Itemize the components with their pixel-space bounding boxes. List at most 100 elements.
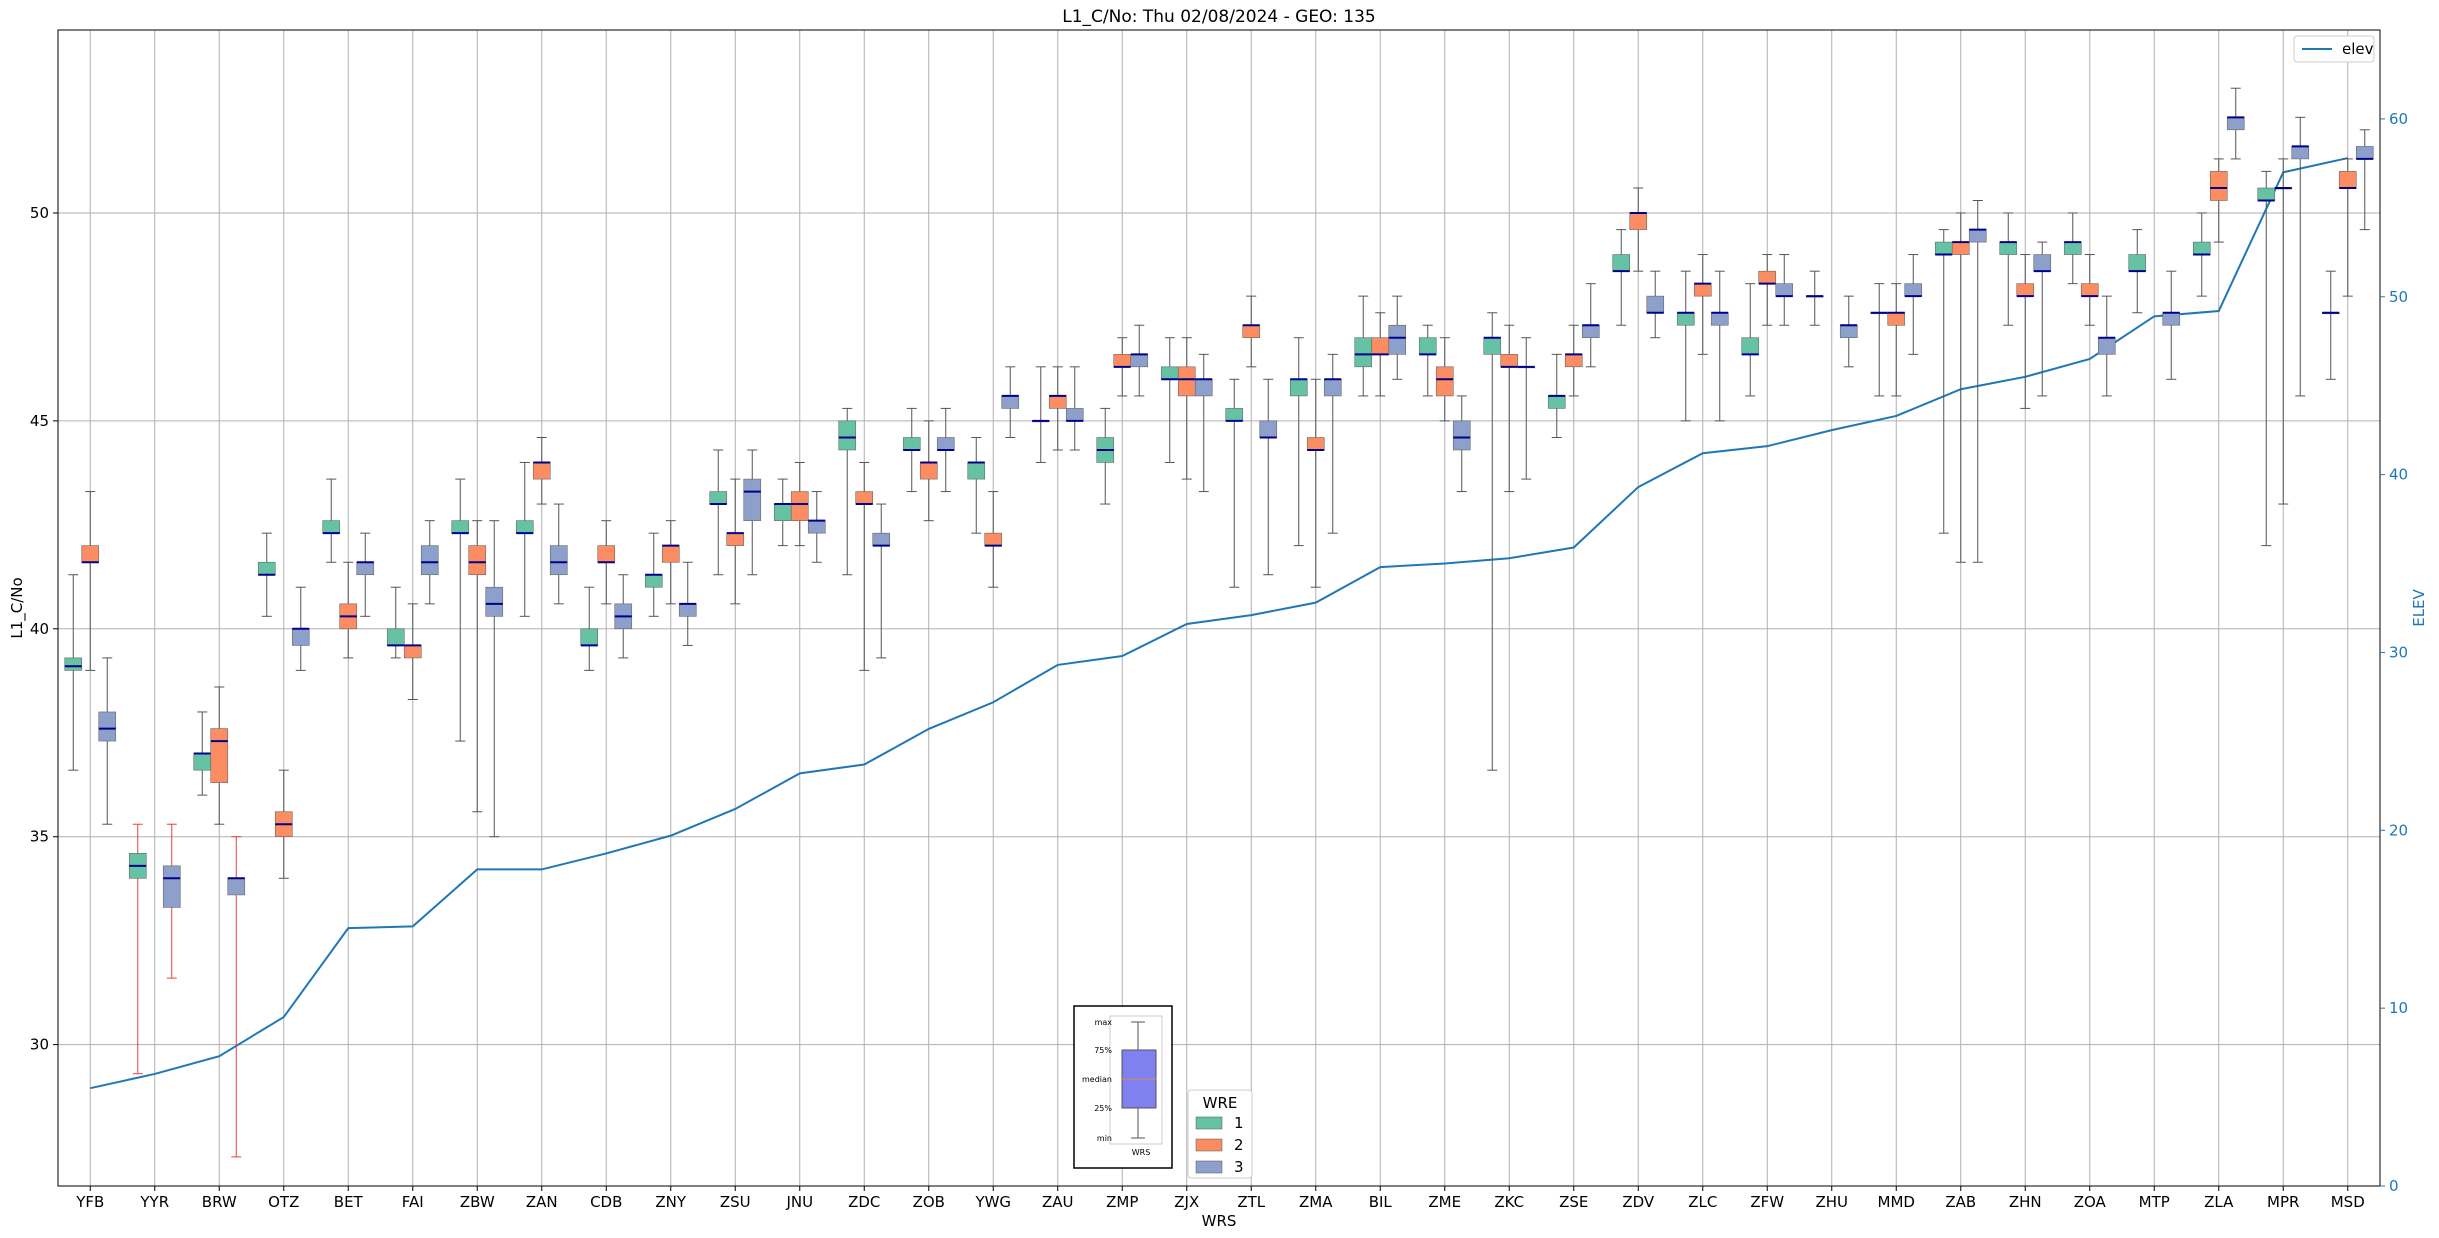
iqr-wre2-fai [403, 645, 422, 659]
box-wre2-bil [1371, 312, 1390, 397]
y2-tick-label-10: 10 [2389, 999, 2408, 1017]
box-wre2-zma [1306, 378, 1325, 588]
iqr-wre1-zme [1418, 337, 1437, 355]
box-wre2-zfw [1758, 254, 1777, 326]
iqr-wre1-fai [386, 628, 405, 646]
box-key-label-q1: 25% [1094, 1104, 1112, 1113]
box-wre3-mmd [1904, 254, 1923, 355]
iqr-wre2-zoa [2080, 283, 2099, 297]
elev-legend-frame [2293, 35, 2375, 63]
iqr-wre3-zma [1323, 378, 1342, 397]
iqr-wre1-zdv [1612, 254, 1631, 272]
iqr-wre3-fai [420, 545, 439, 576]
x-tick-label-zob: ZOB [913, 1193, 945, 1211]
x-tick-label-yyr: YYR [139, 1193, 169, 1211]
box-wre1-zob [902, 407, 921, 493]
box-wre2-zmp [1113, 337, 1132, 397]
iqr-wre1-ywg [967, 462, 986, 480]
box-wre1-zsu [709, 449, 728, 576]
y2-tick-label-40: 40 [2389, 466, 2408, 484]
wre-legend-label-3: 3 [1234, 1158, 1244, 1176]
box-wre2-ywg [984, 491, 1003, 588]
x-tick-label-zjx: ZJX [1174, 1193, 1199, 1211]
box-wre3-otz [291, 586, 310, 671]
box-wre2-zdc [855, 461, 874, 671]
iqr-wre2-zab [1951, 241, 1970, 255]
box-wre3-zlc [1710, 270, 1729, 422]
iqr-wre3-zob [936, 437, 955, 451]
box-wre3-zla [2226, 87, 2245, 160]
iqr-wre3-zdv [1646, 295, 1665, 314]
y2-tick-label-0: 0 [2389, 1177, 2399, 1195]
box-wre3-zjx [1194, 353, 1213, 493]
iqr-wre3-zan [549, 545, 568, 576]
iqr-wre2-zau [1048, 395, 1067, 409]
iqr-wre3-ywg [1001, 395, 1020, 409]
wre-legend-swatch-3 [1195, 1160, 1223, 1174]
x-tick-label-zme: ZME [1428, 1193, 1461, 1211]
x-tick-label-zdc: ZDC [848, 1193, 880, 1211]
iqr-wre2-ztl [1242, 324, 1261, 339]
iqr-wre1-zhn [1999, 241, 2018, 255]
box-key-inset: max 75% median 25% min WRS [1073, 1005, 1173, 1169]
box-wre3-zsu [743, 449, 762, 576]
iqr-wre3-zlc [1710, 312, 1729, 326]
x-tick-label-zdv: ZDV [1622, 1193, 1655, 1211]
grid-layer [58, 30, 2380, 1186]
box-wre2-zse [1564, 324, 1583, 397]
box-wre2-jnu [790, 461, 809, 547]
iqr-wre1-zoa [2063, 241, 2082, 255]
box-wre1-mpr [2257, 170, 2276, 547]
box-wre2-zoa [2080, 254, 2099, 326]
box-wre1-zlc [1676, 270, 1695, 422]
box-wre3-jnu [807, 491, 826, 563]
elev-layer [90, 157, 2348, 1090]
box-key-label-min: min [1097, 1134, 1112, 1143]
x-tick-label-zbw: ZBW [460, 1193, 495, 1211]
iqr-wre3-msd-2 [2355, 146, 2374, 160]
box-wre2-zbw [468, 520, 487, 813]
x-tick-label-zse: ZSE [1559, 1193, 1588, 1211]
box-wre1-zbw [451, 478, 470, 742]
iqr-wre1-zbw [451, 520, 470, 534]
wre-legend-label-1: 1 [1234, 1114, 1244, 1132]
x-tick-label-jnu: JNU [785, 1193, 813, 1211]
iqr-wre3-zab [1968, 229, 1987, 243]
x-tick-label-zma: ZMA [1299, 1193, 1333, 1211]
box-wre2-zau [1048, 366, 1067, 451]
box-wre1-mmd [1870, 283, 1889, 397]
y-tick-label-45: 45 [30, 412, 49, 430]
x-tick-label-zoa: ZOA [2074, 1193, 2107, 1211]
box-wre2-yfb [81, 491, 100, 671]
iqr-wre3-zjx [1194, 378, 1213, 397]
iqr-wre2-zlc [1693, 283, 1712, 297]
box-wre3-cdb [614, 574, 633, 659]
box-wre1-ztl [1225, 378, 1244, 588]
y-tick-label-50: 50 [30, 204, 49, 222]
iqr-wre2-zme [1435, 366, 1454, 397]
y2-tick-label-20: 20 [2389, 821, 2408, 839]
box-wre1-zla [2192, 212, 2211, 297]
box-wre1-zoa [2063, 212, 2082, 285]
box-wre3-zkc [1517, 337, 1536, 480]
iqr-wre2-cdb [597, 545, 616, 563]
box-wre1-zau [1031, 366, 1050, 463]
iqr-wre1-mtp [2128, 254, 2147, 272]
elev-line [90, 157, 2348, 1090]
box-wre1-zny [644, 532, 663, 617]
x-tick-label-otz: OTZ [268, 1193, 299, 1211]
axis-layer: YFB YYR BRW OTZ BET FAI ZBW ZAN CDB ZNY ZSU JNU ZDC Z… [30, 110, 2408, 1211]
box-layer [64, 87, 2374, 1158]
x-tick-label-fai: FAI [402, 1193, 424, 1211]
x-tick-label-mmd: MMD [1878, 1193, 1915, 1211]
box-key-xlabel: WRS [1132, 1148, 1151, 1157]
y2-tick-label-60: 60 [2389, 110, 2408, 128]
box-wre2-mpr [2274, 158, 2293, 505]
box-wre3-yfb [98, 657, 117, 825]
box-wre2-zlc [1693, 254, 1712, 355]
iqr-wre3-mtp [2162, 312, 2181, 326]
iqr-wre1-jnu [773, 503, 792, 521]
box-wre2-otz [274, 769, 293, 879]
iqr-wre3-zse [1581, 324, 1600, 339]
box-wre2-zla [2209, 158, 2228, 243]
